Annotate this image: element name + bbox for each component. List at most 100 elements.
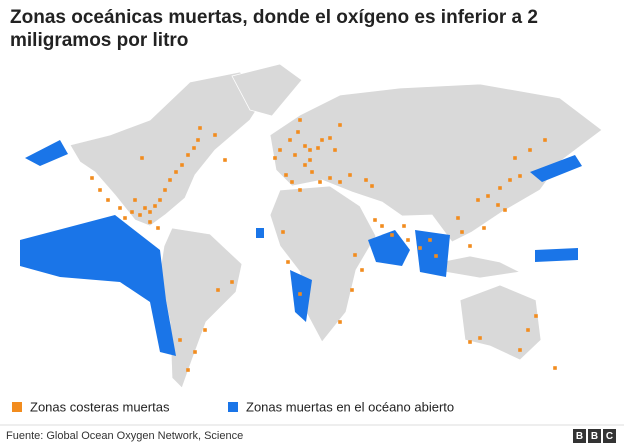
coastal-zone xyxy=(526,328,530,332)
coastal-zone xyxy=(296,130,300,134)
coastal-zone xyxy=(213,133,217,137)
coastal-zone xyxy=(338,123,342,127)
zone-bengal xyxy=(415,230,450,277)
coastal-zone xyxy=(380,224,384,228)
coastal-zone xyxy=(338,180,342,184)
coastal-zone xyxy=(518,348,522,352)
coastal-zone xyxy=(508,178,512,182)
coastal-zone xyxy=(153,204,157,208)
coastal-zone xyxy=(308,158,312,162)
eurasia xyxy=(269,83,603,243)
coastal-zone xyxy=(303,144,307,148)
coastal-zone xyxy=(180,163,184,167)
coastal-zone xyxy=(350,288,354,292)
legend-swatch xyxy=(228,402,238,412)
coastal-zone xyxy=(456,216,460,220)
coastal-zone xyxy=(140,156,144,160)
coastal-zone xyxy=(434,254,438,258)
coastal-zone xyxy=(406,238,410,242)
coastal-zone xyxy=(528,148,532,152)
coastal-zone xyxy=(370,184,374,188)
coastal-zone xyxy=(513,156,517,160)
logo-box xyxy=(603,429,616,443)
coastal-zone xyxy=(98,188,102,192)
coastal-zone xyxy=(284,173,288,177)
coastal-zone xyxy=(198,126,202,130)
coastal-zone xyxy=(148,210,152,214)
coastal-zone xyxy=(328,136,332,140)
coastal-zone xyxy=(428,238,432,242)
logo-letter: B xyxy=(576,431,583,442)
coastal-zone xyxy=(288,138,292,142)
coastal-zone xyxy=(498,186,502,190)
coastal-zone xyxy=(106,198,110,202)
coastal-zone xyxy=(468,340,472,344)
coastal-zone xyxy=(476,198,480,202)
coastal-zone xyxy=(402,224,406,228)
coastal-zone xyxy=(278,148,282,152)
coastal-zone xyxy=(158,198,162,202)
coastal-zone xyxy=(286,260,290,264)
coastal-zone xyxy=(203,328,207,332)
logo-box xyxy=(573,429,586,443)
coastal-zone xyxy=(496,203,500,207)
coastal-zone xyxy=(482,226,486,230)
coastal-zone xyxy=(543,138,547,142)
open-ocean-zones xyxy=(20,140,582,356)
coastal-zone xyxy=(273,156,277,160)
coastal-zone xyxy=(390,233,394,237)
zone-japan xyxy=(530,155,582,182)
coastal-zone xyxy=(290,180,294,184)
coastal-zone xyxy=(364,178,368,182)
coastal-zone xyxy=(178,338,182,342)
coastal-zone xyxy=(318,180,322,184)
indonesia xyxy=(439,255,522,279)
coastal-zone xyxy=(468,244,472,248)
coastal-zone xyxy=(230,280,234,284)
logo-letter: B xyxy=(591,431,598,442)
coastal-zone xyxy=(168,178,172,182)
greenland xyxy=(231,63,303,117)
coastal-zone xyxy=(348,173,352,177)
source: Fuente: Global Ocean Oxygen Network, Sci… xyxy=(6,430,243,442)
coastal-zone xyxy=(118,206,122,210)
coastal-zone xyxy=(360,268,364,272)
zone-pacific-west xyxy=(535,248,578,262)
legend-swatch xyxy=(12,402,22,412)
zone-pacific-east xyxy=(20,215,176,356)
coastal-zone xyxy=(303,163,307,167)
coastal-zone xyxy=(503,208,507,212)
legend-label: Zonas muertas en el océano abierto xyxy=(246,399,454,414)
coastal-zone xyxy=(308,148,312,152)
coastal-zone xyxy=(338,320,342,324)
coastal-zone xyxy=(223,158,227,162)
coastal-zone xyxy=(186,368,190,372)
title: Zonas oceánicas muertas, donde el oxígen… xyxy=(10,7,538,51)
coastal-zone xyxy=(130,210,134,214)
coastal-zone xyxy=(328,176,332,180)
coastal-zone xyxy=(196,138,200,142)
coastal-zone xyxy=(133,198,137,202)
zone-atlantic xyxy=(256,228,264,238)
coastal-zone xyxy=(486,194,490,198)
coastal-zone xyxy=(192,146,196,150)
zone-arabian-sea xyxy=(368,230,410,266)
north-america xyxy=(69,71,269,227)
legend-label: Zonas costeras muertas xyxy=(30,399,170,414)
coastal-zone xyxy=(281,230,285,234)
coastal-zone xyxy=(518,174,522,178)
land xyxy=(69,63,603,389)
coastal-zone xyxy=(298,118,302,122)
coastal-zone xyxy=(90,176,94,180)
coastal-zone xyxy=(163,188,167,192)
coastal-zone xyxy=(460,230,464,234)
australia xyxy=(459,284,542,361)
coastal-zone xyxy=(174,170,178,174)
coastal-zone xyxy=(186,153,190,157)
logo-box xyxy=(588,429,601,443)
zone-benguela xyxy=(290,270,312,322)
logo-letter: C xyxy=(606,431,613,442)
coastal-zone xyxy=(156,226,160,230)
africa xyxy=(269,185,377,343)
